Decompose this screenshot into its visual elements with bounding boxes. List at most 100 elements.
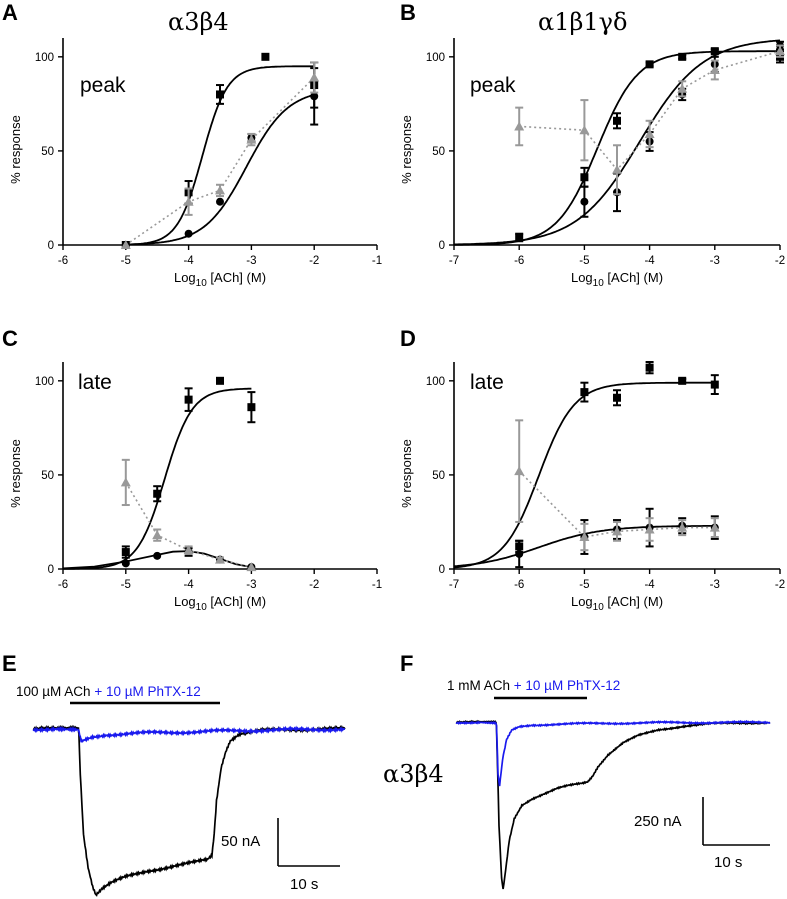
data-point-circle xyxy=(184,229,193,238)
fit-curve-1 xyxy=(63,387,252,570)
data-point-triangle xyxy=(246,562,257,572)
stimulus-label-ach: 100 µM ACh xyxy=(16,684,91,699)
panel-condition-label: late xyxy=(470,371,504,394)
x-tick-label: -4 xyxy=(183,579,194,591)
x-tick-label: -2 xyxy=(775,579,785,591)
panel-condition-label: late xyxy=(78,371,112,394)
scale-bar-current-label: 50 nA xyxy=(221,833,260,850)
data-point-square xyxy=(645,60,654,69)
data-point-square xyxy=(580,173,589,182)
data-point-square xyxy=(515,233,524,242)
data-point-square xyxy=(678,52,687,61)
data-point-square xyxy=(613,116,621,125)
data-point-triangle xyxy=(309,72,320,82)
panel-letter: A xyxy=(2,0,18,25)
stimulus-label-phtx: + 10 µM PhTX-12 xyxy=(91,684,201,699)
data-point-square xyxy=(645,363,654,372)
data-point-triangle xyxy=(215,185,225,195)
y-tick-label: 0 xyxy=(48,564,54,576)
y-tick-label: 0 xyxy=(439,240,445,252)
fit-curve-bell xyxy=(62,550,252,570)
data-point-square xyxy=(184,395,193,404)
data-point-triangle xyxy=(612,164,622,174)
x-axis-label: Log10 [ACh] (M) xyxy=(174,594,266,613)
x-axis-label: Log10 [ACh] (M) xyxy=(174,270,266,289)
x-tick-label: -5 xyxy=(121,579,131,591)
stimulus-label: 1 mM ACh + 10 µM PhTX-12 xyxy=(447,678,620,693)
data-point-triangle xyxy=(677,522,688,532)
x-tick-label: -3 xyxy=(246,579,256,591)
x-tick-label: -5 xyxy=(579,255,589,267)
scale-bar-time-label: 10 s xyxy=(714,854,742,871)
x-tick-label: -3 xyxy=(246,255,256,267)
data-point-triangle xyxy=(579,532,590,542)
panel-letter: B xyxy=(400,0,416,25)
data-point-square xyxy=(678,376,687,385)
data-point-triangle xyxy=(183,196,194,206)
dotted-connector xyxy=(519,50,781,171)
y-tick-label: 50 xyxy=(41,146,54,158)
data-point-triangle xyxy=(514,121,525,131)
data-point-triangle xyxy=(183,545,194,555)
y-axis-label: % response xyxy=(399,439,414,508)
scale-bar-current-label: 250 nA xyxy=(634,813,682,830)
stimulus-label-phtx: + 10 µM PhTX-12 xyxy=(510,678,620,693)
data-point-square xyxy=(121,548,130,557)
y-axis-label: % response xyxy=(399,115,414,184)
data-point-triangle xyxy=(579,125,590,135)
data-point-triangle xyxy=(120,240,131,249)
x-tick-label: -1 xyxy=(372,579,382,591)
y-tick-label: 50 xyxy=(432,470,445,482)
dotted-connector xyxy=(125,76,315,246)
panel-letter: D xyxy=(400,326,416,351)
panel-title: α1β1γδ xyxy=(538,8,627,36)
data-point-square xyxy=(153,489,162,498)
x-tick-label: -1 xyxy=(372,255,382,267)
x-tick-label: -2 xyxy=(309,579,319,591)
data-point-square xyxy=(261,52,270,61)
panel-condition-label: peak xyxy=(470,74,516,97)
x-tick-label: -3 xyxy=(710,579,720,591)
data-point-square xyxy=(580,388,589,397)
y-axis-label: % response xyxy=(8,115,23,184)
x-tick-label: -6 xyxy=(58,579,68,591)
data-point-circle xyxy=(153,551,162,560)
y-tick-label: 100 xyxy=(426,52,445,64)
x-tick-label: -6 xyxy=(58,255,68,267)
panel-letter: E xyxy=(2,651,17,676)
y-tick-label: 100 xyxy=(35,376,54,388)
data-point-square xyxy=(216,90,224,99)
data-point-square xyxy=(216,376,224,385)
ach-trace xyxy=(32,724,346,897)
y-tick-label: 50 xyxy=(41,470,54,482)
panel-f-traces: F 1 mM ACh + 10 µM PhTX-12 250 nA 10 s xyxy=(400,651,771,890)
y-axis-label: % response xyxy=(8,439,23,508)
y-tick-label: 50 xyxy=(432,146,445,158)
stimulus-label-ach: 1 mM ACh xyxy=(447,678,510,693)
x-tick-label: -3 xyxy=(710,255,720,267)
fit-curve-2 xyxy=(125,93,315,246)
data-point-circle xyxy=(121,559,130,568)
panel-condition-label: peak xyxy=(80,74,126,97)
data-point-triangle xyxy=(709,522,720,532)
x-tick-label: -6 xyxy=(514,255,524,267)
data-point-square xyxy=(710,380,719,389)
dotted-connector xyxy=(518,470,715,538)
data-point-triangle xyxy=(152,530,163,540)
panel-letter: C xyxy=(2,326,18,351)
x-tick-label: -6 xyxy=(514,579,524,591)
y-tick-label: 100 xyxy=(35,52,54,64)
x-tick-label: -4 xyxy=(644,579,655,591)
data-point-triangle xyxy=(120,477,131,487)
x-tick-label: -2 xyxy=(309,255,319,267)
phtx-trace xyxy=(455,719,771,787)
data-point-triangle xyxy=(514,466,525,476)
data-point-triangle xyxy=(612,526,622,536)
x-tick-label: -5 xyxy=(579,579,589,591)
panel-letter: F xyxy=(400,651,413,676)
data-point-triangle xyxy=(644,524,655,534)
